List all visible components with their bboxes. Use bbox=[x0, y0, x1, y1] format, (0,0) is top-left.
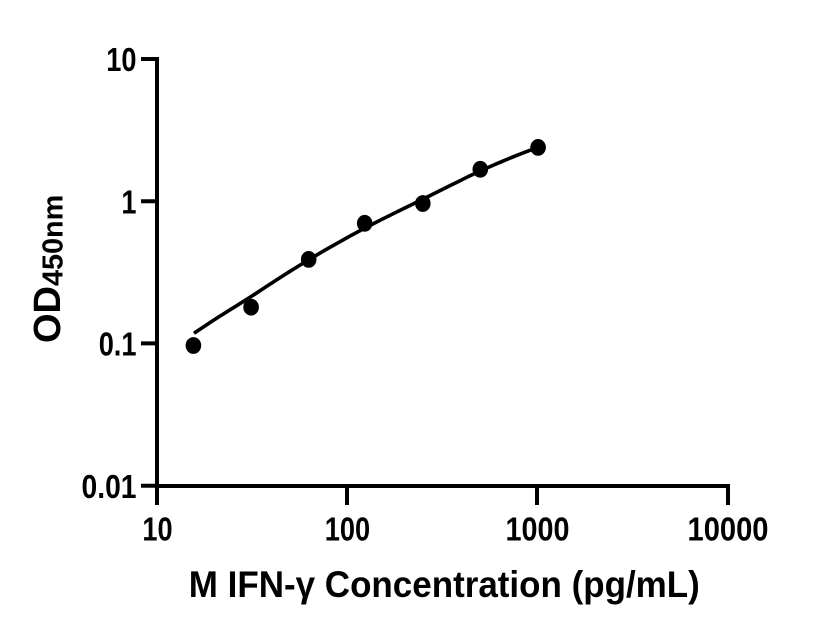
svg-text:0.1: 0.1 bbox=[99, 326, 137, 363]
svg-text:0.01: 0.01 bbox=[82, 468, 137, 505]
svg-text:M IFN-γ Concentration (pg/mL): M IFN-γ Concentration (pg/mL) bbox=[189, 563, 700, 605]
svg-text:100: 100 bbox=[325, 510, 370, 547]
svg-text:1: 1 bbox=[121, 184, 136, 221]
svg-text:1000: 1000 bbox=[506, 510, 570, 547]
svg-text:10: 10 bbox=[142, 510, 172, 547]
svg-text:10: 10 bbox=[106, 41, 136, 78]
svg-text:10000: 10000 bbox=[688, 510, 769, 547]
